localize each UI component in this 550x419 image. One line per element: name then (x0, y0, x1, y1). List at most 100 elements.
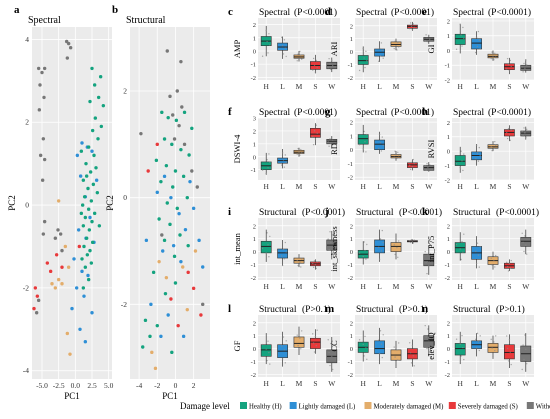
y-tick-label: 1 (350, 36, 353, 43)
jitter-point-L (379, 330, 382, 332)
jitter-point-S (413, 26, 415, 28)
data-point-H (83, 265, 88, 269)
x-tick-label: -2 (154, 381, 160, 390)
jitter-point-H (362, 343, 364, 346)
jitter-point-M (297, 53, 299, 55)
y-tick-label: -1 (445, 63, 450, 70)
jitter-point-L (478, 146, 480, 149)
jitter-point-S (409, 164, 411, 166)
jitter-point-M (397, 151, 399, 154)
jitter-point-L (475, 347, 478, 349)
x-tick-label: S (507, 282, 511, 291)
jitter-point-M (490, 338, 492, 341)
data-point-W (36, 66, 41, 71)
jitter-point-H (269, 235, 271, 238)
boxplot-panel-rd: g Spectral (P<0.0001) -2 -1 0 1 2 H L M S W RD (325, 106, 437, 191)
panel-letter: c (228, 6, 233, 18)
data-point-H (172, 254, 177, 259)
y-tick-label: 2 (253, 320, 256, 327)
data-point-H (187, 153, 191, 157)
data-point-H (165, 201, 169, 205)
data-point-H (162, 238, 167, 243)
x-axis-label: PC1 (64, 391, 80, 401)
panel-title: Spectral (259, 108, 290, 118)
panel-title: Spectral (453, 8, 484, 18)
jitter-point-W (424, 250, 426, 253)
jitter-point-L (281, 358, 284, 360)
jitter-point-M (394, 40, 396, 43)
y-tick-label: -2 (23, 283, 29, 292)
legend-label-L: Lightly damaged (L) (299, 404, 356, 411)
box-L (374, 139, 385, 150)
jitter-point-H (366, 60, 368, 62)
y-tick-label: 2 (350, 120, 353, 127)
jitter-point-H (455, 163, 458, 165)
x-tick-label: W (425, 379, 433, 388)
jitter-point-M (395, 237, 397, 239)
jitter-point-M (495, 254, 497, 257)
jitter-point-H (363, 241, 365, 243)
y-tick-label: 0 (253, 154, 256, 161)
jitter-point-M (298, 327, 300, 329)
jitter-point-S (508, 339, 511, 341)
box-H (454, 33, 466, 45)
x-tick-label: H (263, 182, 269, 191)
data-point-L (191, 206, 196, 211)
jitter-point-W (521, 66, 523, 68)
data-point-W (38, 83, 42, 87)
jitter-point-L (378, 339, 380, 341)
jitter-point-S (409, 342, 411, 344)
x-tick-label: W (328, 182, 336, 191)
jitter-point-W (328, 58, 330, 60)
jitter-point-M (297, 147, 299, 150)
jitter-point-H (267, 167, 269, 169)
data-point-L (181, 334, 186, 339)
jitter-point-H (363, 130, 365, 133)
data-point-S (32, 306, 36, 311)
jitter-point-S (410, 362, 413, 364)
x-tick-label: S (313, 82, 317, 91)
jitter-point-H (269, 44, 271, 46)
jitter-point-L (381, 229, 383, 232)
jitter-point-M (398, 342, 400, 344)
jitter-point-W (327, 238, 329, 240)
data-point-H (170, 350, 174, 355)
jitter-point-W (427, 166, 429, 168)
data-point-L (159, 334, 163, 339)
data-point-H (82, 195, 87, 199)
jitter-point-H (358, 69, 361, 72)
jitter-point-S (313, 351, 316, 353)
box-S (310, 128, 321, 138)
jitter-point-H (366, 243, 368, 246)
jitter-point-M (299, 154, 301, 156)
jitter-point-L (380, 150, 383, 152)
jitter-point-W (524, 235, 526, 237)
jitter-point-L (478, 266, 480, 268)
y-tick-label: -1 (251, 167, 256, 174)
panel-title: Structural (356, 208, 394, 218)
x-tick-label: 0.0 (71, 381, 81, 390)
jitter-point-H (266, 359, 268, 362)
jitter-point-S (409, 168, 412, 171)
data-point-H (90, 128, 95, 133)
box-L (277, 248, 288, 259)
jitter-point-M (494, 266, 496, 268)
jitter-point-W (426, 37, 428, 39)
jitter-point-W (525, 136, 527, 139)
data-point-H (87, 228, 92, 232)
y-tick-label: 2 (350, 23, 353, 30)
jitter-point-M (296, 153, 298, 155)
jitter-point-L (379, 142, 382, 144)
jitter-point-W (328, 248, 330, 251)
panel-pvalue: (P<0.0001) (391, 107, 434, 118)
y-axis-label: GF (232, 340, 242, 351)
data-point-W (40, 70, 44, 75)
jitter-point-S (409, 22, 412, 24)
x-tick-label: H (360, 182, 366, 191)
legend-label-S: Severely damaged (S) (458, 404, 518, 411)
y-tick-label: 1 (447, 236, 450, 243)
box-M (293, 336, 305, 348)
jitter-point-M (300, 54, 302, 57)
jitter-point-S (507, 270, 510, 272)
data-point-L (166, 313, 170, 317)
